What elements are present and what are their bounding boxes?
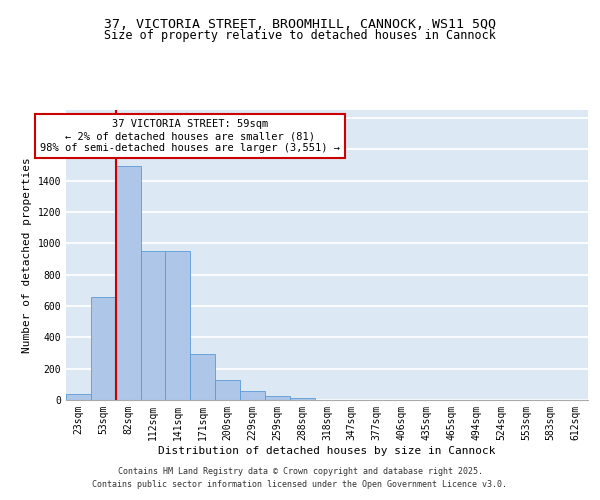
Text: 37 VICTORIA STREET: 59sqm
← 2% of detached houses are smaller (81)
98% of semi-d: 37 VICTORIA STREET: 59sqm ← 2% of detach… <box>40 120 340 152</box>
Bar <box>215 380 240 400</box>
Text: Size of property relative to detached houses in Cannock: Size of property relative to detached ho… <box>104 29 496 42</box>
Bar <box>190 354 215 400</box>
Bar <box>66 394 91 400</box>
Text: Contains public sector information licensed under the Open Government Licence v3: Contains public sector information licen… <box>92 480 508 489</box>
Bar <box>265 396 290 400</box>
Y-axis label: Number of detached properties: Number of detached properties <box>22 157 32 353</box>
Bar <box>116 166 140 400</box>
Bar <box>91 298 116 400</box>
Bar <box>240 390 265 400</box>
Bar <box>290 398 314 400</box>
Bar <box>140 251 166 400</box>
Text: 37, VICTORIA STREET, BROOMHILL, CANNOCK, WS11 5QQ: 37, VICTORIA STREET, BROOMHILL, CANNOCK,… <box>104 18 496 30</box>
Bar <box>166 251 190 400</box>
X-axis label: Distribution of detached houses by size in Cannock: Distribution of detached houses by size … <box>158 446 496 456</box>
Text: Contains HM Land Registry data © Crown copyright and database right 2025.: Contains HM Land Registry data © Crown c… <box>118 467 482 476</box>
